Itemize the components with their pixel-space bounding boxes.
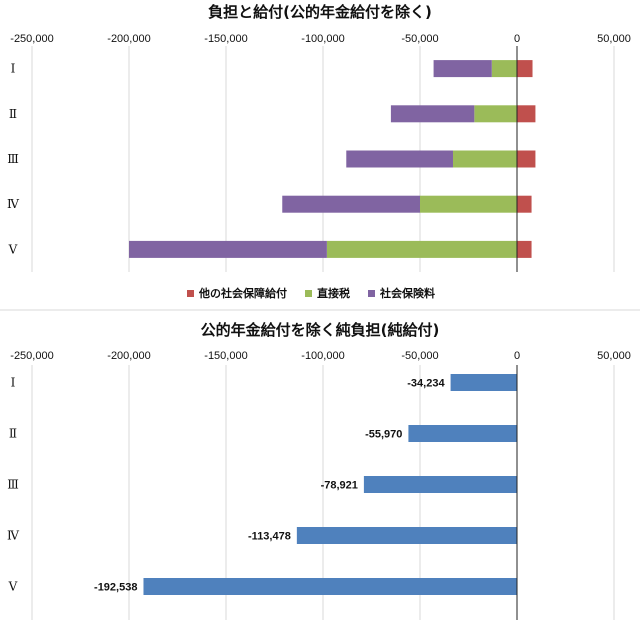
bar-segment	[129, 240, 327, 258]
x-tick-label: -100,000	[301, 350, 344, 362]
data-label: -34,234	[407, 378, 445, 390]
category-label: Ⅱ	[9, 427, 17, 441]
data-label: -113,478	[248, 531, 291, 543]
bar-segment	[474, 105, 517, 123]
x-tick-label: 50,000	[597, 33, 631, 45]
x-tick-label: 50,000	[597, 350, 631, 362]
legend-swatch	[187, 290, 194, 297]
x-tick-label: -150,000	[204, 350, 247, 362]
category-label: Ⅳ	[7, 529, 20, 543]
category-label: Ⅱ	[9, 107, 17, 121]
bar-segment	[491, 60, 517, 78]
bar-segment	[346, 150, 453, 168]
chart-1-title: 負担と給付(公的年金給付を除く)	[208, 3, 432, 21]
bar-segment	[452, 150, 517, 168]
x-tick-label: -50,000	[401, 350, 438, 362]
chart-2-x-ticks: -250,000 -200,000 -150,000 -100,000 -50,000 0…	[10, 350, 631, 362]
chart-1-categories: Ⅰ Ⅱ Ⅲ Ⅳ Ⅴ	[7, 62, 20, 257]
category-label: Ⅳ	[7, 197, 20, 211]
legend-label: 社会保険料	[379, 286, 435, 300]
chart-1-legend: 他の社会保障給付 直接税 社会保険料	[187, 286, 435, 300]
chart-2: 公的年金給付を除く純負担(純給付) -250,000 -200,000 -150,0…	[7, 321, 631, 620]
legend-swatch	[305, 290, 312, 297]
x-tick-label: -200,000	[107, 33, 150, 45]
chart-2-bars	[143, 365, 518, 620]
x-tick-label: 0	[514, 350, 520, 362]
legend-swatch	[368, 290, 375, 297]
x-tick-label: -250,000	[10, 33, 53, 45]
bar-segment	[517, 195, 532, 213]
category-label: Ⅰ	[11, 62, 16, 76]
legend-label: 他の社会保障給付	[198, 286, 287, 300]
category-label: Ⅴ	[8, 242, 18, 256]
data-label: -78,921	[321, 480, 358, 492]
x-tick-label: 0	[514, 33, 520, 45]
bar	[450, 374, 517, 391]
chart-2-categories: Ⅰ Ⅱ Ⅲ Ⅳ Ⅴ	[7, 376, 20, 594]
chart-2-title: 公的年金給付を除く純負担(純給付)	[201, 321, 440, 339]
bar-segment	[326, 240, 517, 258]
category-label: Ⅲ	[7, 152, 19, 166]
chart-2-data-labels: -34,234 -55,970 -78,921 -113,478 -192,538	[94, 378, 445, 594]
category-label: Ⅴ	[8, 580, 18, 594]
chart-1: 負担と給付(公的年金給付を除く) -250,000 -200,000 -150,00…	[7, 3, 631, 300]
bar-segment	[517, 105, 536, 123]
x-tick-label: -250,000	[10, 350, 53, 362]
x-tick-label: -50,000	[401, 33, 438, 45]
bar-segment	[282, 195, 420, 213]
bar-segment	[517, 60, 533, 78]
bar-segment	[420, 195, 517, 213]
bar-segment	[390, 105, 475, 123]
bar-segment	[433, 60, 492, 78]
data-label: -55,970	[365, 429, 402, 441]
chart-1-bars	[129, 46, 536, 272]
bar	[296, 527, 517, 544]
x-tick-label: -200,000	[107, 350, 150, 362]
legend-label: 直接税	[317, 286, 350, 300]
bar	[143, 578, 518, 595]
chart-1-x-ticks: -250,000 -200,000 -150,000 -100,000 -50,000 0…	[10, 33, 631, 45]
bar	[408, 425, 517, 442]
x-tick-label: -100,000	[301, 33, 344, 45]
bar-segment	[517, 150, 536, 168]
category-label: Ⅰ	[11, 376, 16, 390]
bar-segment	[517, 240, 532, 258]
category-label: Ⅲ	[7, 478, 19, 492]
data-label: -192,538	[94, 582, 137, 594]
x-tick-label: -150,000	[204, 33, 247, 45]
bar	[363, 476, 517, 493]
